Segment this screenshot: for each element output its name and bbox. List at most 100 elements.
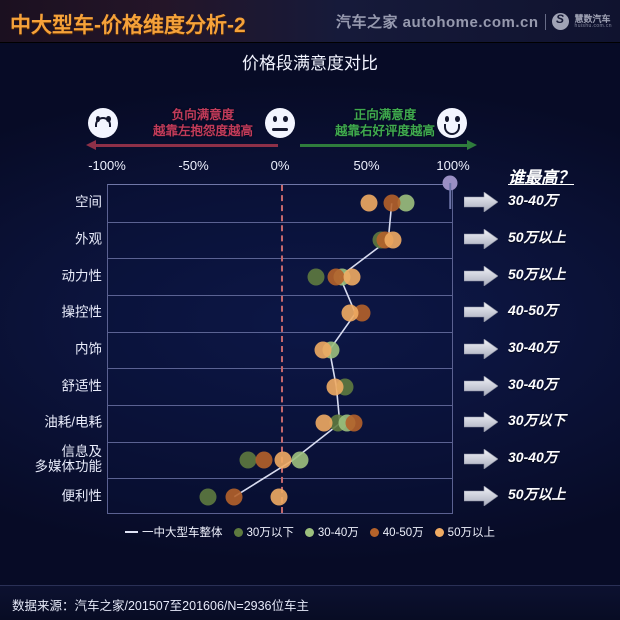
legend-item: 50万以上 [434, 524, 495, 540]
negative-annotation: 负向满意度 越靠左抱怨度越高 [128, 108, 278, 139]
legend-label: 30-40万 [317, 527, 359, 539]
highest-segment-row: 30-40万 [462, 446, 620, 472]
x-tick-label: -50% [178, 158, 209, 173]
data-point [307, 268, 325, 286]
category-label-line: 信息及 [61, 443, 103, 459]
legend-label: 40-50万 [382, 527, 424, 539]
data-point [255, 451, 273, 469]
legend-color-swatch [304, 527, 314, 537]
category-label-line: 动力性 [61, 268, 103, 284]
positive-annotation: 正向满意度 越靠右好评度越高 [305, 108, 465, 139]
legend-color-swatch [434, 527, 444, 537]
positive-annotation-line2: 越靠右好评度越高 [334, 123, 435, 138]
positive-direction-arrow-icon [300, 140, 477, 150]
right-arrow-icon [464, 192, 498, 213]
neutral-face-icon [265, 108, 295, 138]
data-point [225, 488, 243, 506]
overall-max-marker-stem [449, 183, 451, 209]
category-label-line: 便利性 [61, 488, 103, 504]
watermark-partner-url: huishu.com.cn [574, 22, 612, 29]
sad-face-icon [88, 108, 118, 138]
highest-segment-value: 30-40万 [508, 449, 558, 465]
legend-label: 30万以下 [246, 527, 294, 539]
legend-color-swatch [369, 527, 379, 537]
legend-item: 30-40万 [304, 524, 359, 540]
grid-line [108, 331, 452, 333]
category-label: 便利性 [62, 488, 103, 503]
right-arrow-icon [464, 302, 498, 323]
x-tick-label: 100% [436, 158, 470, 173]
highest-segment-row: 50万以上 [462, 226, 620, 252]
positive-annotation-line1: 正向满意度 [353, 108, 417, 122]
highest-price-segment-column: 谁最高？ 30-40万 50万以上 50万以上 40-50万 30-40万 30-40万 3… [462, 160, 620, 520]
highest-column-header: 谁最高？ [508, 169, 574, 187]
legend-label: 一中大型车整体 [142, 527, 223, 539]
highest-segment-value: 50万以上 [508, 265, 566, 282]
watermark-partner-block: 慧数汽车 huishu.com.cn [574, 13, 612, 29]
legend-color-swatch [233, 527, 243, 537]
negative-direction-arrow-icon [86, 140, 278, 150]
grid-line [108, 295, 452, 296]
data-point [199, 488, 217, 506]
category-axis-labels: 空间 外观 动力性 操控性 内饰 舒适性 油耗/电耗 信息及 多媒体功能 便利性 [0, 184, 103, 514]
highest-segment-value: 50万以上 [508, 229, 566, 245]
category-label-line: 多媒体功能 [34, 459, 103, 474]
happy-face-icon [437, 108, 467, 138]
right-arrow-icon [464, 339, 498, 359]
category-label: 内饰 [75, 341, 102, 356]
highest-segment-value: 30-40万 [508, 375, 558, 392]
page-title: 中大型车-价格维度分析-2 [10, 14, 246, 37]
legend-item-overall-line: 一中大型车整体 [125, 524, 223, 540]
watermark: 汽车之家 autohome.com.cn 慧数汽车 huishu.com.cn [336, 11, 612, 32]
data-point [291, 451, 309, 469]
data-point [327, 268, 345, 286]
grid-line [108, 405, 452, 406]
data-source-note: 数据来源：汽车之家/201507至201606/N=2936位车主 [12, 599, 310, 613]
highest-segment-row: 30-40万 [462, 189, 620, 215]
right-arrow-icon [464, 375, 498, 396]
chart-subtitle: 价格段满意度对比 [242, 54, 378, 73]
highest-segment-row: 30-40万 [462, 373, 620, 399]
x-axis-ticks: -100% -50% 0% 50% 100% [0, 158, 620, 176]
data-point [353, 304, 371, 322]
zero-reference-line [281, 185, 283, 513]
x-tick-label: -100% [88, 158, 126, 173]
x-tick-label: 50% [353, 158, 380, 173]
grid-line [108, 221, 452, 223]
category-label: 操控性 [62, 305, 103, 320]
category-label: 舒适性 [62, 378, 103, 393]
right-arrow-icon [464, 265, 498, 286]
data-point [270, 488, 288, 506]
data-point [397, 194, 415, 212]
grid-line [108, 441, 452, 443]
scatter-plot-area [107, 184, 453, 514]
data-point [343, 268, 361, 286]
legend-item: 30万以下 [233, 524, 294, 540]
data-point [360, 194, 378, 212]
highest-segment-row: 40-50万 [462, 299, 620, 325]
category-label: 空间 [75, 195, 102, 210]
highest-segment-row: 30万以下 [462, 409, 620, 435]
highest-segment-value: 30万以下 [508, 412, 566, 429]
grid-line [108, 368, 452, 370]
data-point [315, 414, 333, 432]
right-arrow-icon [464, 485, 498, 506]
data-point [384, 231, 402, 249]
right-arrow-icon [464, 229, 498, 249]
footer-bar: 数据来源：汽车之家/201507至201606/N=2936位车主 [0, 585, 620, 620]
data-point [341, 304, 359, 322]
legend-line-swatch [125, 531, 139, 533]
watermark-partner-name: 慧数汽车 [574, 13, 611, 24]
x-tick-label: 0% [270, 158, 290, 173]
highest-segment-row: 30-40万 [462, 336, 620, 362]
highest-segment-value: 30-40万 [508, 192, 558, 209]
right-arrow-icon [464, 412, 498, 433]
data-point [326, 378, 344, 396]
highest-segment-row: 50万以上 [462, 263, 620, 289]
category-label: 外观 [75, 231, 102, 246]
chart-legend: 一中大型车整体 30万以下 30-40万 40-50万 50万以上 [0, 524, 620, 540]
satisfaction-direction-band: 负向满意度 越靠左抱怨度越高 正向满意度 越靠右好评度越高 [0, 104, 620, 158]
huishu-logo-icon [551, 12, 569, 30]
category-label-line: 操控性 [61, 304, 103, 320]
